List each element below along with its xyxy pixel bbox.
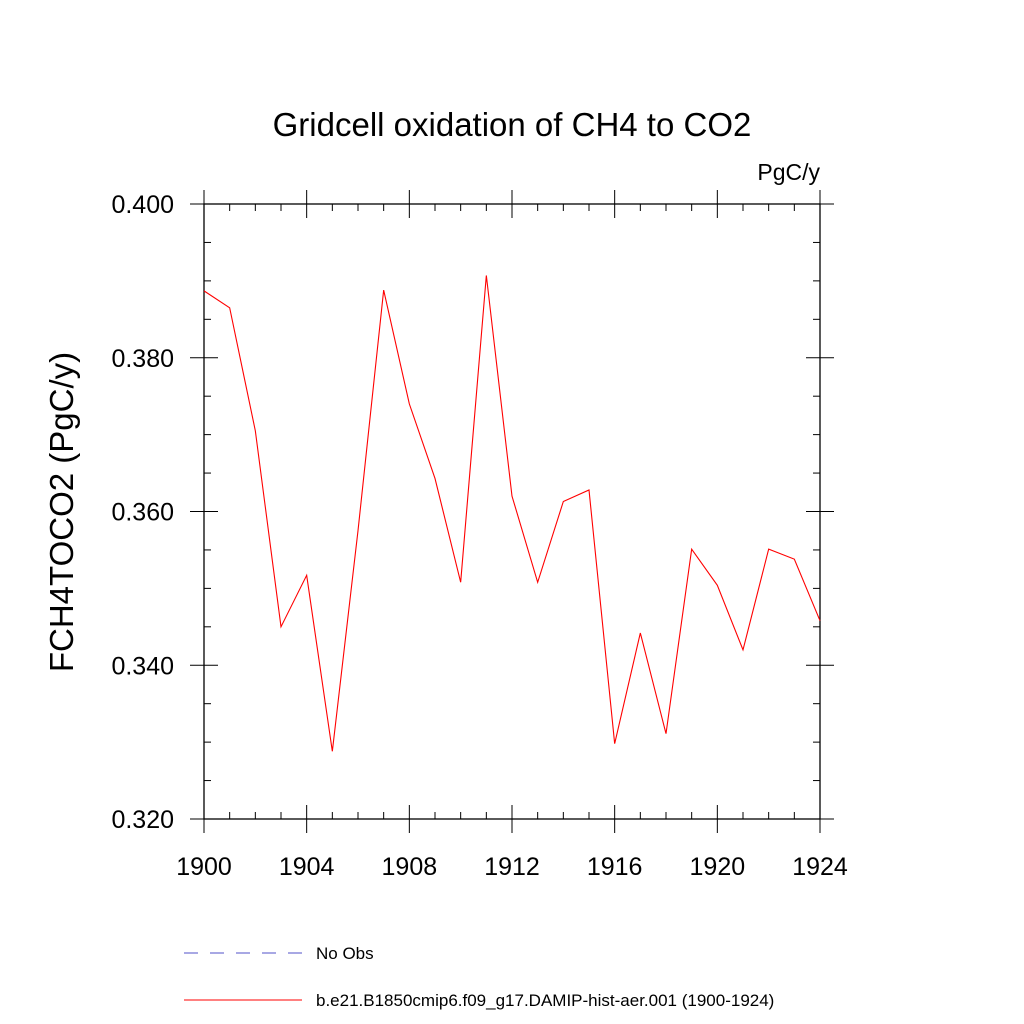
x-tick-label: 1908 bbox=[382, 853, 438, 881]
y-tick-label: 0.340 bbox=[111, 652, 174, 680]
x-tick-label: 1916 bbox=[587, 853, 643, 881]
y-axis-label: FCH4TOCO2 (PgC/y) bbox=[43, 352, 80, 672]
x-tick-label: 1920 bbox=[690, 853, 746, 881]
x-tick-label: 1924 bbox=[792, 853, 848, 881]
axis-ticks: 1900 1904 1908 1912 1916 1920 1924 0.320 0.340 0.… bbox=[111, 190, 848, 881]
series-line bbox=[203, 275, 821, 752]
y-tick-label: 0.380 bbox=[111, 345, 174, 373]
y-tick-label: 0.320 bbox=[111, 806, 174, 834]
legend-label-no-obs: No Obs bbox=[316, 944, 374, 963]
y-tick-label: 0.400 bbox=[111, 191, 174, 219]
chart-title: Gridcell oxidation of CH4 to CO2 bbox=[273, 106, 752, 143]
plot-frame bbox=[203, 203, 821, 820]
units-label: PgC/y bbox=[757, 159, 820, 185]
legend: No Obs b.e21.B1850cmip6.f09_g17.DAMIP-hi… bbox=[184, 944, 774, 1010]
x-tick-label: 1900 bbox=[176, 853, 232, 881]
x-tick-label: 1904 bbox=[279, 853, 335, 881]
legend-label-series: b.e21.B1850cmip6.f09_g17.DAMIP-hist-aer.… bbox=[316, 991, 774, 1010]
series-group bbox=[203, 275, 821, 752]
y-tick-label: 0.360 bbox=[111, 499, 174, 527]
x-tick-label: 1912 bbox=[484, 853, 540, 881]
